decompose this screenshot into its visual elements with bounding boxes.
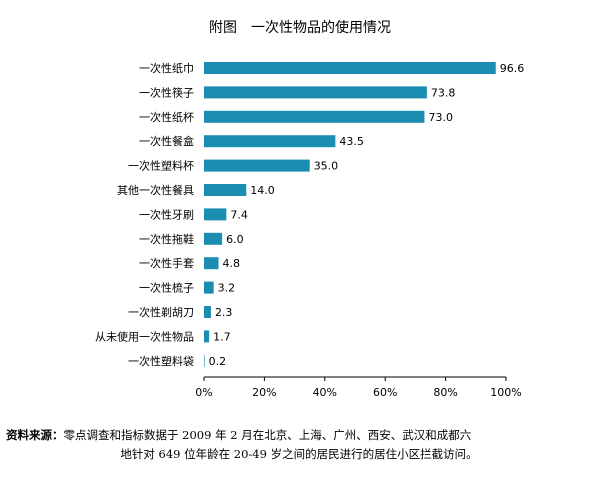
value-label: 3.2 — [218, 282, 236, 295]
bar — [204, 281, 214, 294]
x-tick-label: 40% — [313, 386, 337, 399]
value-label: 73.8 — [431, 86, 456, 99]
category-label: 一次性拖鞋 — [139, 232, 194, 246]
value-label: 4.8 — [222, 257, 240, 270]
value-label: 43.5 — [339, 135, 364, 148]
value-label: 73.0 — [428, 111, 453, 124]
value-label: 0.2 — [209, 355, 227, 368]
value-label: 6.0 — [226, 233, 244, 246]
value-label: 2.3 — [215, 306, 233, 319]
bars-group: 一次性纸巾 96.6 一次性筷子 73.8 一次性纸杯 73.0 一次性餐盒 43.5 一次性塑… — [95, 61, 524, 368]
bar-chart: 附图 一次性物品的使用情况 一次性纸巾 96.6 一次性筷子 73.8 一次性纸杯 73.… — [95, 19, 524, 399]
category-label: 一次性塑料袋 — [128, 354, 194, 368]
bar — [204, 257, 219, 270]
value-label: 96.6 — [500, 62, 525, 75]
bar — [204, 159, 310, 172]
bar — [204, 232, 223, 245]
category-label: 一次性餐盒 — [139, 134, 194, 148]
bar — [204, 354, 205, 367]
category-label: 一次性纸杯 — [139, 110, 194, 124]
bar — [204, 110, 425, 123]
value-label: 35.0 — [314, 160, 339, 173]
bar — [204, 330, 210, 343]
category-label: 从未使用一次性物品 — [95, 329, 194, 343]
value-label: 14.0 — [250, 184, 275, 197]
x-tick-label: 0% — [195, 386, 212, 399]
x-tick-label: 80% — [433, 386, 457, 399]
bar — [204, 86, 427, 99]
category-label: 一次性剃胡刀 — [128, 305, 194, 319]
category-label: 一次性牙刷 — [139, 207, 194, 221]
x-axis: 0% 20% 40% 60% 80% 100% — [195, 376, 522, 399]
category-label: 一次性手套 — [139, 256, 194, 270]
source-line-2: 地针对 649 位年龄在 20-49 岁之间的居民进行的居住小区拦截访问。 — [120, 447, 478, 461]
category-label: 一次性塑料杯 — [128, 159, 194, 173]
x-tick-label: 100% — [490, 386, 521, 399]
chart-title: 附图 一次性物品的使用情况 — [209, 19, 391, 36]
value-label: 7.4 — [230, 208, 248, 221]
category-label: 一次性纸巾 — [139, 61, 194, 75]
bar — [204, 184, 247, 196]
x-tick-label: 20% — [252, 386, 276, 399]
category-label: 一次性筷子 — [139, 85, 194, 99]
bar — [204, 135, 336, 148]
x-tick-label: 60% — [373, 386, 397, 399]
source-line-1: 零点调查和指标数据于 2009 年 2 月在北京、上海、广州、西安、武汉和成都六 — [63, 428, 472, 442]
category-label: 其他一次性餐具 — [117, 183, 194, 197]
bar — [204, 62, 496, 74]
source-note: 资料来源：零点调查和指标数据于 2009 年 2 月在北京、上海、广州、西安、武… — [6, 426, 606, 464]
source-label: 资料来源： — [6, 428, 64, 442]
value-label: 1.7 — [213, 330, 231, 343]
category-label: 一次性梳子 — [139, 281, 194, 295]
bar — [204, 208, 227, 221]
bar — [204, 306, 211, 318]
